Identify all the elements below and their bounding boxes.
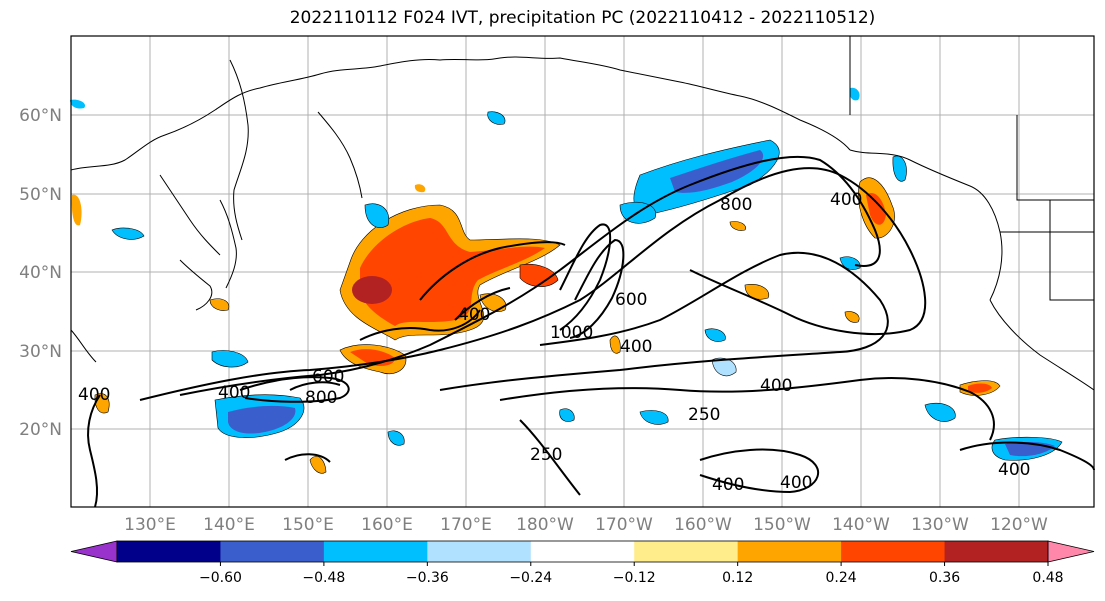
ivt-contours	[87, 155, 1095, 508]
colorbar-tick-label: −0.12	[613, 570, 656, 586]
lat-label: 30°N	[19, 342, 62, 362]
lon-label: 150°W	[753, 515, 811, 535]
gridlines	[71, 36, 1094, 507]
colorbar-segment	[427, 541, 532, 562]
colorbar-tick-label: −0.48	[302, 570, 345, 586]
colorbar-extend-max	[1047, 540, 1095, 563]
contour-label: 250	[688, 405, 720, 425]
colorbar-tick-label: −0.24	[509, 570, 552, 586]
contour-label: 1000	[550, 323, 593, 343]
contour-label: 400	[218, 383, 250, 403]
contour-label: 250	[530, 445, 562, 465]
contour-label: 400	[780, 473, 812, 493]
colorbar-segment	[530, 541, 635, 562]
colorbar: −0.60 −0.48 −0.36 −0.24 −0.12 0.12 0.24 0.36 0.4…	[70, 540, 1095, 586]
colorbar-tick-label: 0.24	[826, 570, 857, 586]
colorbar-tick-label: 0.48	[1032, 570, 1063, 586]
contour-label: 600	[615, 290, 647, 310]
lon-label: 130°E	[124, 515, 176, 535]
colorbar-segment	[220, 541, 325, 562]
lon-label: 170°E	[440, 515, 492, 535]
colorbar-tick-label: 0.12	[722, 570, 753, 586]
lon-label: 150°E	[282, 515, 334, 535]
colorbar-segment	[944, 541, 1049, 562]
lat-label: 40°N	[19, 263, 62, 283]
lat-label: 50°N	[19, 185, 62, 205]
colorbar-tick-label: −0.36	[406, 570, 449, 586]
colorbar-segment	[737, 541, 842, 562]
map-frame	[70, 35, 1095, 508]
contour-label: 400	[712, 475, 744, 495]
lon-label: 140°W	[832, 515, 890, 535]
colorbar-segment	[323, 541, 428, 562]
coastlines	[70, 36, 1095, 391]
lon-label: 160°E	[361, 515, 413, 535]
contour-label: 400	[998, 460, 1030, 480]
lat-label: 20°N	[19, 420, 62, 440]
contour-label: 600	[312, 367, 344, 387]
colorbar-extend-min	[70, 540, 118, 563]
colorbar-border	[116, 540, 1049, 563]
lon-label: 140°E	[203, 515, 255, 535]
contour-label: 400	[458, 305, 490, 325]
colorbar-tick-label: 0.36	[929, 570, 960, 586]
lon-label: 160°W	[674, 515, 732, 535]
latitude-labels: 60°N 50°N 40°N 30°N 20°N	[19, 106, 62, 440]
colorbar-tick-label: −0.60	[199, 570, 242, 586]
contour-label: 800	[720, 195, 752, 215]
map-title: 2022110112 F024 IVT, precipitation PC (2…	[289, 8, 876, 28]
contour-label: 400	[620, 337, 652, 357]
contour-label: 400	[760, 376, 792, 396]
lon-label: 130°W	[911, 515, 969, 535]
lon-label: 170°W	[595, 515, 653, 535]
colorbar-segment	[117, 541, 221, 562]
contour-labels: 400 600 800 400 600 800 1000 400 400 250…	[78, 190, 1030, 495]
contour-label: 800	[305, 388, 337, 408]
lon-label: 180°W	[516, 515, 574, 535]
contour-label: 400	[830, 190, 862, 210]
lat-label: 60°N	[19, 106, 62, 126]
lon-label: 120°W	[990, 515, 1048, 535]
longitude-labels: 130°E 140°E 150°E 160°E 170°E 180°W 170°…	[124, 515, 1048, 535]
colorbar-segment	[841, 541, 946, 562]
colorbar-segment	[634, 541, 739, 562]
contour-label: 400	[78, 385, 110, 405]
